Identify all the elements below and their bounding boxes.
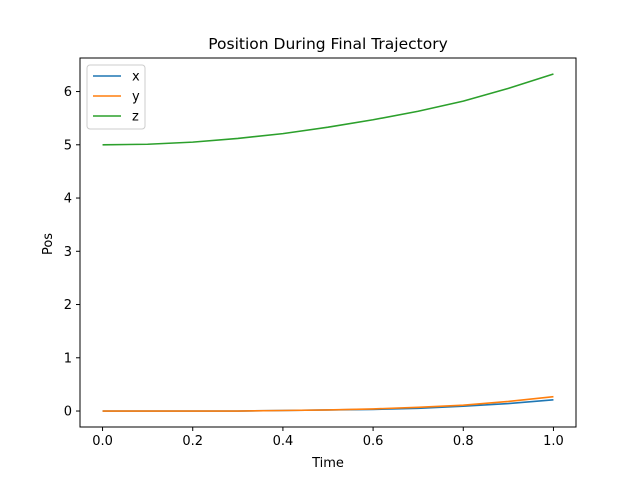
x-tick-label: 0.8 [453,434,474,449]
plot-lines [102,73,554,412]
y-axis-label: Pos [41,233,56,255]
legend-label-x: x [132,70,140,85]
x-tick-label: 0.2 [182,434,203,449]
x-tick-label: 0.0 [92,434,113,449]
y-axis: 0 1 2 3 4 5 6 [64,85,80,420]
chart-title: Position During Final Trajectory [208,35,448,53]
y-tick-label: 5 [64,138,72,153]
legend: xyz [86,64,146,130]
y-tick-label: 3 [64,245,72,260]
x-tick-label: 1.0 [543,434,564,449]
y-tick-label: 0 [64,405,72,420]
x-axis: 0.0 0.2 0.4 0.6 0.8 1.0 [92,427,564,449]
y-tick-label: 6 [64,85,72,100]
y-tick-label: 2 [64,298,72,313]
x-tick-label: 0.6 [363,434,384,449]
x-axis-label: Time [311,456,344,471]
legend-box [86,64,146,130]
legend-label-z: z [132,110,139,125]
x-tick-label: 0.4 [273,434,294,449]
y-tick-label: 4 [64,192,72,207]
legend-label-y: y [132,90,140,105]
series-line-z [102,73,554,146]
series-line-y [102,395,554,412]
plot-frame [79,57,577,428]
y-tick-label: 1 [64,351,72,366]
